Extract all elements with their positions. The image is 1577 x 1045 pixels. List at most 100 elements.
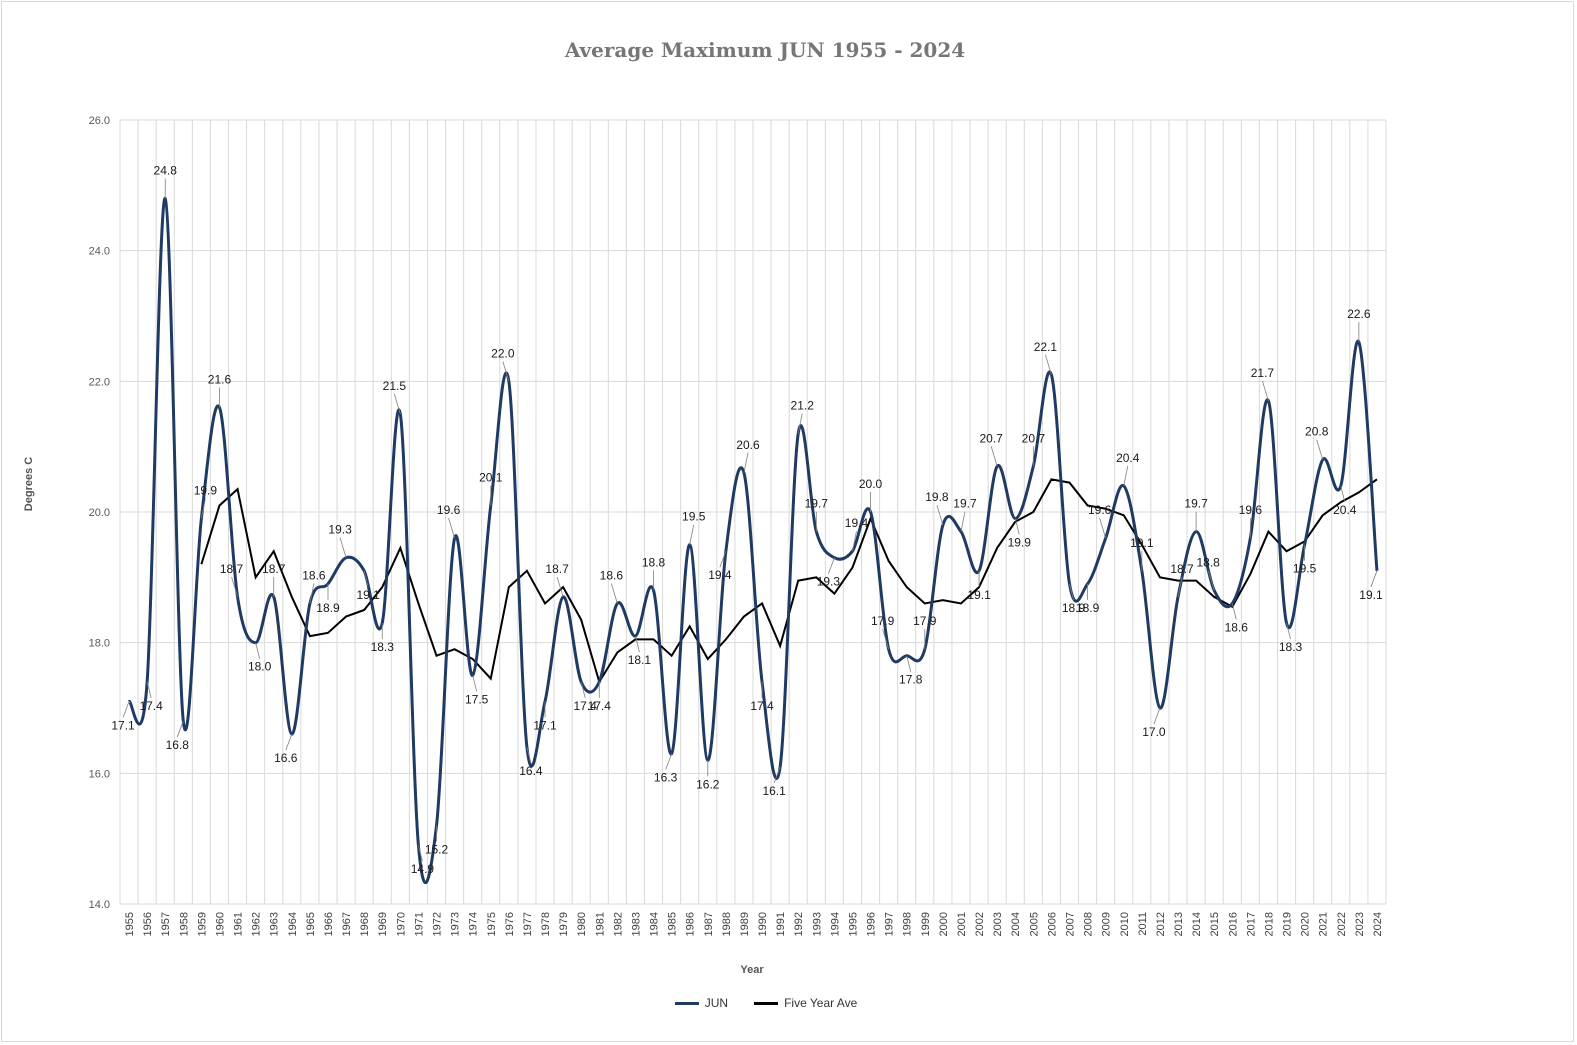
x-tick-label: 1966 <box>323 912 335 936</box>
data-label-jun: 19.7 <box>953 497 977 511</box>
data-label-leader <box>1153 707 1161 725</box>
data-label-jun: 21.5 <box>383 379 407 393</box>
data-label-jun: 17.4 <box>139 699 163 713</box>
x-tick-label: 2006 <box>1046 912 1058 936</box>
x-tick-label: 2019 <box>1282 912 1294 936</box>
data-label-jun: 17.9 <box>913 614 937 628</box>
data-label-jun: 18.3 <box>371 640 395 654</box>
data-label-jun: 17.1 <box>111 718 135 732</box>
data-label-jun: 18.7 <box>545 562 569 576</box>
data-label-leader <box>1340 485 1346 502</box>
data-label-jun: 14.9 <box>411 862 435 876</box>
data-label-jun: 17.8 <box>899 673 923 687</box>
data-label-jun: 20.7 <box>979 431 1003 445</box>
x-tick-label: 1967 <box>341 912 353 936</box>
x-tick-label: 2023 <box>1354 912 1366 936</box>
data-label-leader <box>339 537 347 558</box>
x-tick-label: 1963 <box>269 912 281 936</box>
data-label-leader <box>285 733 293 751</box>
data-label-jun: 20.8 <box>1305 425 1329 439</box>
data-label-leader <box>743 452 749 473</box>
y-tick-label: 26.0 <box>89 115 110 127</box>
legend-item-jun: JUN <box>674 996 729 1010</box>
data-label-leader <box>719 551 727 568</box>
data-label-jun: 18.9 <box>1076 601 1100 615</box>
x-tick-label: 1996 <box>866 912 878 936</box>
x-tick-label: 1961 <box>233 912 245 936</box>
data-label-jun: 16.8 <box>166 738 190 752</box>
data-label-jun: 18.6 <box>302 568 326 582</box>
data-label-jun: 21.2 <box>791 399 815 413</box>
x-tick-label: 2024 <box>1372 912 1384 936</box>
x-tick-label: 2000 <box>938 912 950 936</box>
x-tick-label: 2013 <box>1173 912 1185 936</box>
data-label-jun: 19.1 <box>356 588 380 602</box>
data-label-jun: 20.6 <box>736 438 760 452</box>
x-tick-label: 2010 <box>1119 912 1131 936</box>
x-tick-label: 1992 <box>793 912 805 936</box>
legend: JUN Five Year Ave <box>0 996 1532 1010</box>
data-label-jun: 17.1 <box>533 718 557 732</box>
x-tick-label: 2008 <box>1083 912 1095 936</box>
x-tick-label: 1968 <box>359 912 371 936</box>
data-label-jun: 16.6 <box>274 751 298 765</box>
data-label-leader <box>448 518 455 539</box>
y-tick-label: 14.0 <box>89 899 110 911</box>
x-tick-label: 1970 <box>395 912 407 936</box>
x-tick-label: 1958 <box>178 912 190 936</box>
data-label-jun: 20.0 <box>859 477 883 491</box>
x-axis-label: Year <box>740 964 764 976</box>
data-label-leader <box>146 681 152 698</box>
data-label-leader <box>1177 576 1183 598</box>
x-tick-label: 1986 <box>685 912 697 936</box>
data-label-jun: 19.1 <box>967 588 991 602</box>
data-label-jun: 22.1 <box>1034 340 1058 354</box>
x-tick-label: 2020 <box>1300 912 1312 936</box>
data-label-jun: 16.4 <box>519 764 543 778</box>
data-label-jun: 15.2 <box>425 843 449 857</box>
data-label-leader <box>990 446 998 467</box>
data-label-leader <box>502 361 510 382</box>
x-tick-label: 2001 <box>956 912 968 936</box>
y-tick-label: 22.0 <box>89 376 110 388</box>
data-label-leader <box>689 524 695 545</box>
data-label-jun: 19.6 <box>1239 503 1263 517</box>
x-tick-label: 2002 <box>974 912 986 936</box>
data-label-jun: 20.7 <box>1022 431 1046 445</box>
data-label-leader <box>1231 603 1237 620</box>
legend-item-five-year-ave: Five Year Ave <box>754 996 857 1010</box>
data-label-jun: 19.8 <box>925 490 949 504</box>
y-tick-label: 16.0 <box>89 768 110 780</box>
x-tick-label: 1991 <box>775 912 787 936</box>
data-label-leader <box>1262 380 1269 402</box>
data-label-jun: 16.3 <box>654 771 678 785</box>
x-tick-label: 1959 <box>196 912 208 936</box>
x-tick-label: 2005 <box>1028 912 1040 936</box>
legend-swatch-five-year-ave <box>754 1001 779 1005</box>
data-label-jun: 19.3 <box>817 575 841 589</box>
data-label-leader <box>556 576 564 598</box>
data-label-jun: 17.9 <box>871 614 895 628</box>
data-label-leader <box>773 766 781 783</box>
x-tick-label: 1957 <box>160 912 172 936</box>
data-label-leader <box>309 583 315 604</box>
x-tick-label: 2022 <box>1336 912 1348 936</box>
data-label-leader <box>852 531 857 552</box>
y-tick-label: 20.0 <box>89 507 110 519</box>
x-tick-label: 1994 <box>829 912 841 936</box>
data-label-jun: 24.8 <box>154 163 178 177</box>
data-label-jun: 18.7 <box>262 562 286 576</box>
legend-label-jun: JUN <box>704 996 729 1010</box>
x-tick-label: 2021 <box>1318 912 1330 936</box>
data-label-leader <box>635 636 640 653</box>
data-label-leader <box>1370 570 1378 587</box>
x-tick-label: 1978 <box>540 912 552 936</box>
x-tick-label: 1998 <box>902 912 914 936</box>
x-tick-label: 1964 <box>287 912 299 936</box>
data-label-jun: 18.3 <box>1279 640 1303 654</box>
x-tick-label: 1988 <box>721 912 733 936</box>
data-label-leader <box>960 511 966 532</box>
x-tick-label: 1971 <box>413 912 425 936</box>
data-label-jun: 18.6 <box>600 568 624 582</box>
